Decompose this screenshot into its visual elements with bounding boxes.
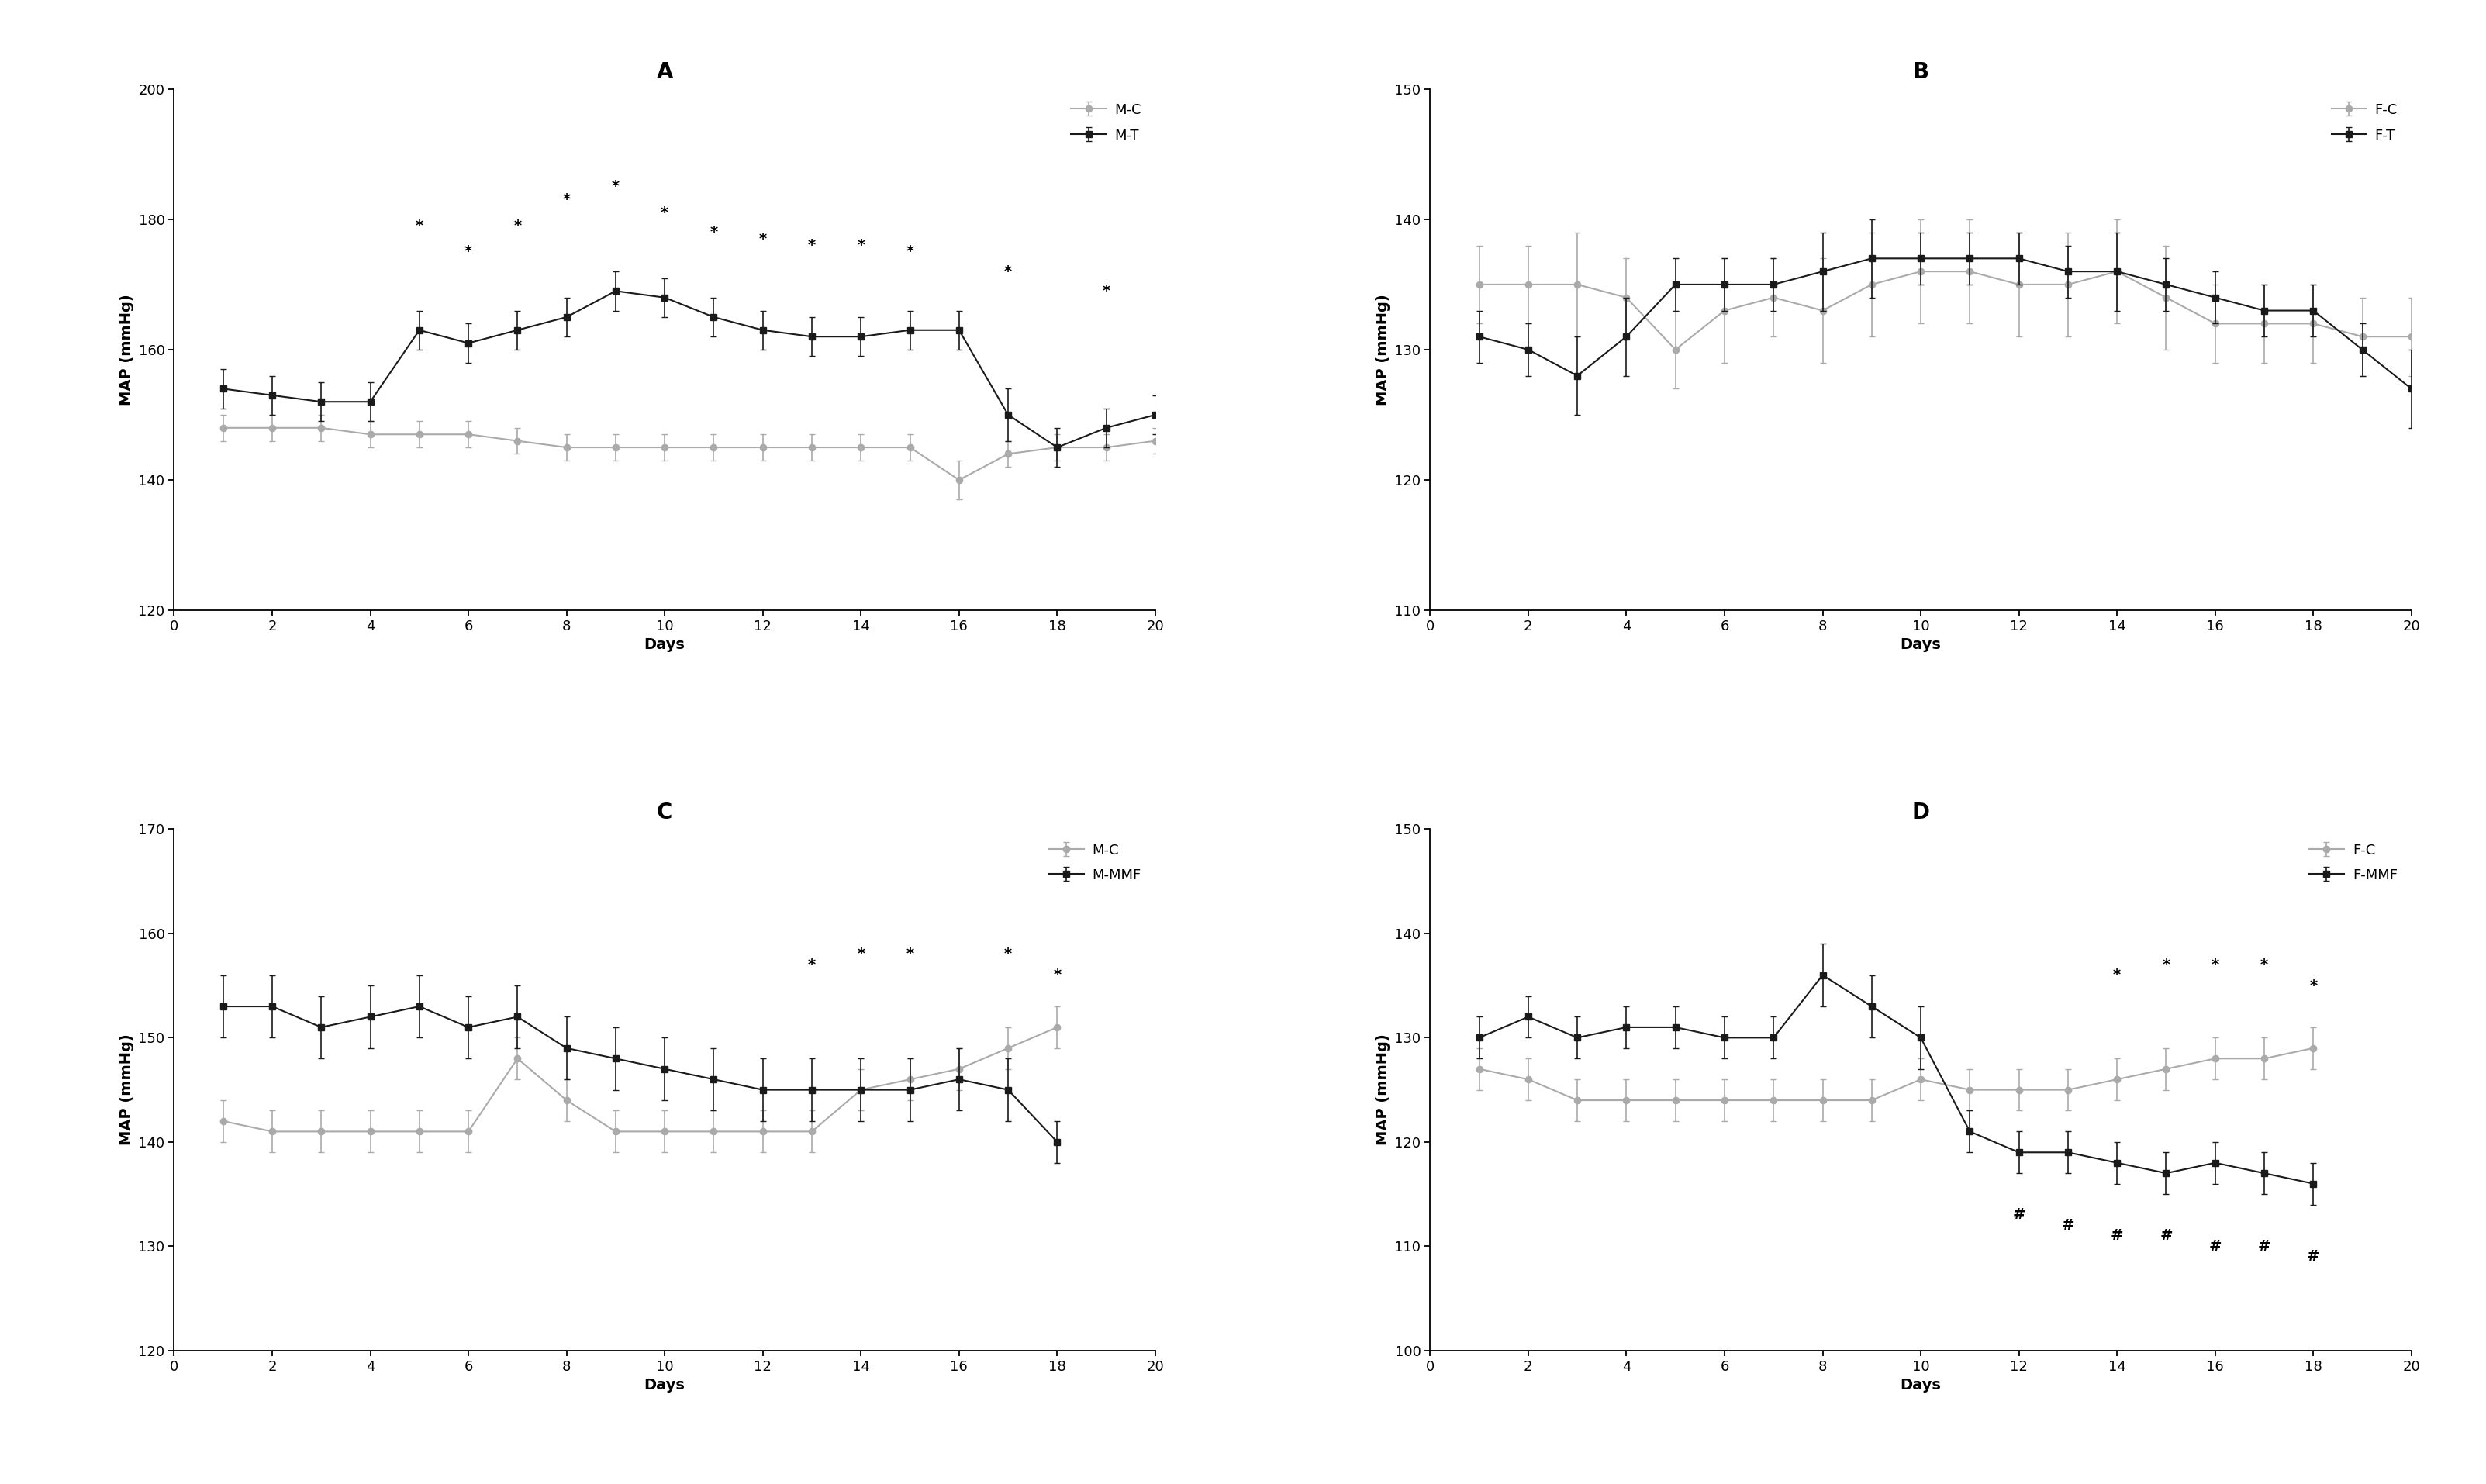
Text: *: * [515, 218, 522, 233]
Legend: F-C, F-T: F-C, F-T [2324, 96, 2404, 150]
Text: *: * [1101, 283, 1111, 298]
Text: *: * [905, 245, 915, 260]
Y-axis label: MAP (mmHg): MAP (mmHg) [1375, 1034, 1390, 1146]
Legend: M-C, M-MMF: M-C, M-MMF [1042, 835, 1149, 890]
X-axis label: Days: Days [644, 1377, 686, 1392]
Text: *: * [2260, 957, 2267, 972]
Y-axis label: MAP (mmHg): MAP (mmHg) [1375, 294, 1390, 405]
Text: *: * [858, 947, 865, 962]
Title: D: D [1912, 801, 1929, 824]
Text: #: # [2014, 1208, 2026, 1223]
Text: #: # [2061, 1218, 2073, 1233]
Text: #: # [2257, 1239, 2270, 1254]
Text: *: * [465, 245, 472, 260]
Text: #: # [2307, 1250, 2319, 1264]
Text: *: * [1004, 264, 1012, 279]
Text: *: * [711, 226, 718, 240]
Text: *: * [2210, 957, 2220, 972]
Text: #: # [2111, 1229, 2123, 1244]
Text: *: * [1054, 968, 1062, 982]
Text: *: * [562, 193, 569, 208]
Y-axis label: MAP (mmHg): MAP (mmHg) [119, 1034, 134, 1146]
Y-axis label: MAP (mmHg): MAP (mmHg) [119, 294, 134, 405]
Title: A: A [656, 61, 674, 83]
X-axis label: Days: Days [1899, 638, 1942, 653]
Legend: M-C, M-T: M-C, M-T [1064, 96, 1149, 150]
Title: C: C [656, 801, 674, 824]
Text: *: * [858, 237, 865, 252]
Text: *: * [905, 947, 915, 962]
Text: *: * [2163, 957, 2170, 972]
Text: *: * [415, 218, 423, 233]
Legend: F-C, F-MMF: F-C, F-MMF [2302, 835, 2404, 890]
Text: *: * [661, 205, 669, 220]
Text: *: * [808, 237, 815, 252]
Text: *: * [2113, 968, 2121, 982]
Text: *: * [758, 232, 766, 246]
X-axis label: Days: Days [644, 638, 686, 653]
Text: *: * [612, 180, 619, 194]
Text: *: * [2309, 978, 2317, 993]
Text: *: * [808, 957, 815, 972]
Text: *: * [1004, 947, 1012, 962]
Text: #: # [2208, 1239, 2222, 1254]
X-axis label: Days: Days [1899, 1377, 1942, 1392]
Text: #: # [2160, 1229, 2173, 1244]
Title: B: B [1912, 61, 1929, 83]
